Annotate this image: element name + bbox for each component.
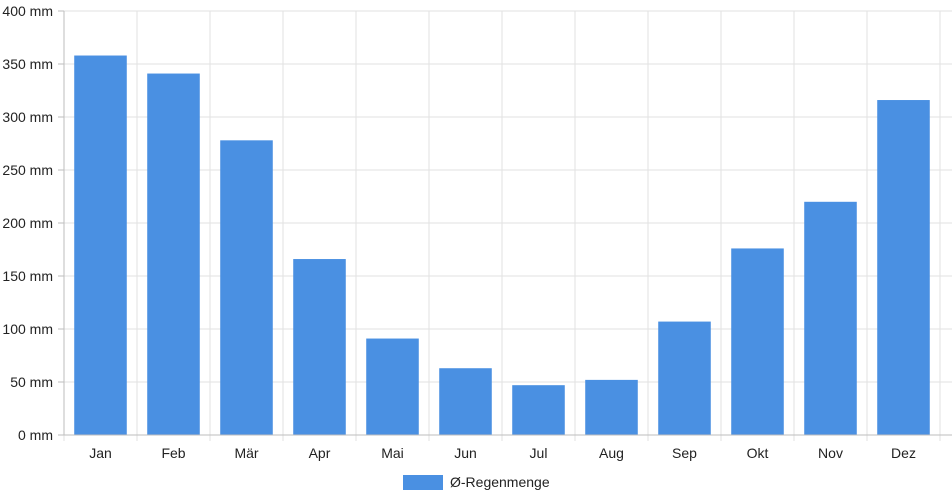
y-tick-label: 300 mm — [2, 109, 53, 125]
x-tick-label: Okt — [747, 445, 769, 461]
y-tick-label: 250 mm — [2, 162, 53, 178]
bar-apr[interactable] — [293, 259, 346, 435]
bar-jul[interactable] — [512, 385, 565, 435]
x-tick-label: Apr — [309, 445, 331, 461]
bar-sep[interactable] — [658, 321, 711, 435]
x-tick-label: Mai — [381, 445, 404, 461]
y-tick-label: 200 mm — [2, 215, 53, 231]
y-tick-label: 100 mm — [2, 321, 53, 337]
y-tick-label: 50 mm — [10, 374, 53, 390]
bar-nov[interactable] — [804, 201, 857, 435]
y-tick-label: 350 mm — [2, 56, 53, 72]
bar-okt[interactable] — [731, 248, 784, 435]
x-tick-label: Jan — [89, 445, 112, 461]
x-tick-label: Nov — [818, 445, 843, 461]
grid-lines — [63, 10, 952, 441]
y-tick-label: 400 mm — [2, 3, 53, 19]
x-tick-label: Sep — [672, 445, 697, 461]
x-tick-label: Aug — [599, 445, 624, 461]
y-tick-label: 150 mm — [2, 268, 53, 284]
x-axis-ticks: Jan Feb Mär Apr Mai Jun Jul Aug Sep Okt Nov Dez — [89, 445, 916, 461]
bar-feb[interactable] — [147, 73, 200, 435]
bar-jan[interactable] — [74, 55, 127, 436]
x-tick-label: Mär — [234, 445, 258, 461]
y-axis-ticks: 0 mm 50 mm 100 mm 150 mm 200 mm 250 mm 300 mm 3… — [2, 3, 64, 443]
bar-aug[interactable] — [585, 379, 638, 435]
bar-jun[interactable] — [439, 368, 492, 435]
x-tick-label: Feb — [161, 445, 185, 461]
legend-label: Ø-Regenmenge — [450, 474, 550, 490]
legend[interactable]: Ø-Regenmenge — [403, 474, 550, 490]
x-tick-label: Dez — [891, 445, 916, 461]
x-tick-label: Jul — [530, 445, 548, 461]
y-tick-label: 0 mm — [18, 427, 53, 443]
x-tick-label: Jun — [454, 445, 477, 461]
bar-dez[interactable] — [877, 100, 930, 435]
bar-mai[interactable] — [366, 338, 419, 435]
legend-swatch — [403, 475, 443, 490]
bar-mär[interactable] — [220, 140, 273, 435]
bars — [74, 55, 930, 436]
